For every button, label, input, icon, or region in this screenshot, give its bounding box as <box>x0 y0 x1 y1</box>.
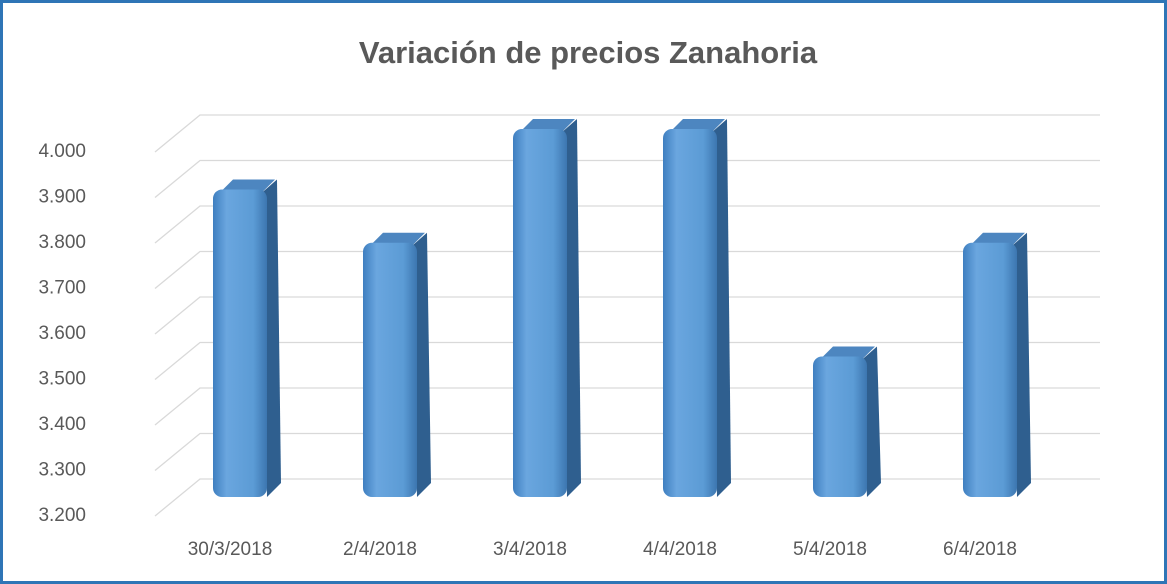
x-tick-label: 2/4/2018 <box>343 539 417 560</box>
y-tick-label: 3.300 <box>38 460 86 481</box>
grid-line <box>154 205 1100 244</box>
x-tick-label: 5/4/2018 <box>793 539 867 560</box>
bar-group <box>363 232 431 497</box>
grid-line <box>154 478 1100 517</box>
x-tick-label: 3/4/2018 <box>493 539 567 560</box>
bar <box>213 189 267 497</box>
bar-group <box>663 119 731 497</box>
y-tick-label: 3.900 <box>38 187 86 208</box>
y-tick-label: 3.600 <box>38 323 86 344</box>
bar-group <box>963 232 1031 497</box>
grid-line <box>154 114 1100 153</box>
bar <box>963 242 1017 497</box>
bar-group <box>513 119 581 497</box>
grid-line <box>154 387 1100 426</box>
grid-line <box>154 296 1100 335</box>
bar-group <box>813 346 881 497</box>
bar <box>813 356 867 497</box>
y-tick-label: 3.500 <box>38 369 86 390</box>
grid-line <box>154 159 1100 199</box>
bar <box>513 129 567 497</box>
x-tick-label: 30/3/2018 <box>188 539 273 560</box>
x-tick-label: 4/4/2018 <box>643 539 717 560</box>
bar-group <box>213 179 281 497</box>
bar <box>363 242 417 497</box>
y-tick-label: 3.800 <box>38 232 86 253</box>
grid-line <box>154 250 1100 290</box>
y-tick-label: 4.000 <box>38 141 86 162</box>
y-tick-label: 3.200 <box>38 505 86 526</box>
grid-line <box>154 432 1100 472</box>
grid-line <box>154 341 1100 381</box>
x-tick-label: 6/4/2018 <box>943 539 1017 560</box>
chart-title: Variación de precios Zanahoria <box>359 35 818 70</box>
y-tick-label: 3.400 <box>38 414 86 435</box>
bar <box>663 129 717 497</box>
y-tick-label: 3.700 <box>38 278 86 299</box>
